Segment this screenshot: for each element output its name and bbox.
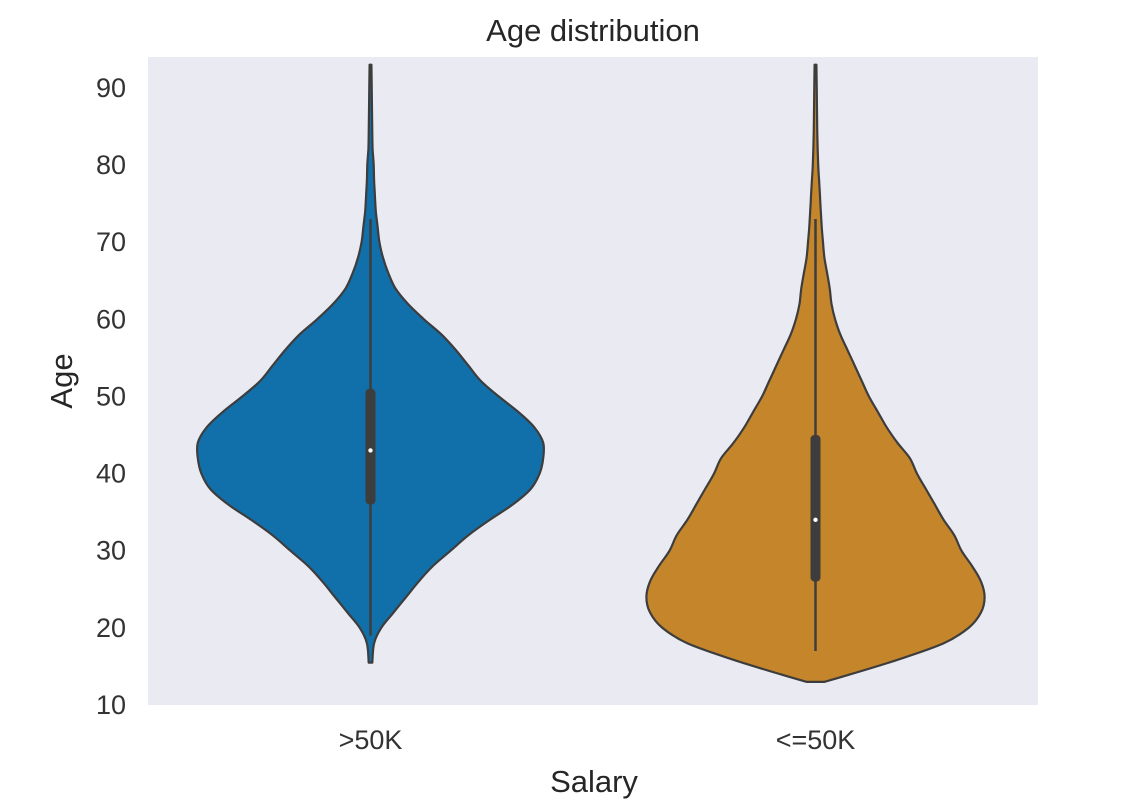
y-tick-label: 90 bbox=[96, 73, 126, 103]
x-tick-label: <=50K bbox=[776, 725, 856, 755]
y-axis-label: Age bbox=[44, 353, 79, 408]
x-tick-label: >50K bbox=[339, 725, 403, 755]
violin-median-point bbox=[813, 517, 818, 523]
x-axis-label: Salary bbox=[550, 764, 638, 799]
y-tick-label: 10 bbox=[96, 690, 126, 720]
y-tick-label: 50 bbox=[96, 381, 126, 411]
y-tick-label: 40 bbox=[96, 459, 126, 489]
chart-title: Age distribution bbox=[486, 13, 700, 48]
x-tick-labels: >50K <=50K bbox=[339, 725, 856, 755]
y-tick-label: 30 bbox=[96, 536, 126, 566]
violin-iqr-box bbox=[365, 388, 376, 505]
violin-group bbox=[195, 63, 986, 683]
violin-median-point bbox=[368, 448, 373, 453]
y-tick-label: 60 bbox=[96, 304, 126, 334]
violin-iqr-box bbox=[810, 435, 821, 582]
y-tick-labels: 10 20 30 40 50 60 70 80 90 bbox=[96, 73, 126, 720]
y-tick-label: 20 bbox=[96, 613, 126, 643]
y-tick-label: 80 bbox=[96, 150, 126, 180]
y-tick-label: 70 bbox=[96, 227, 126, 257]
